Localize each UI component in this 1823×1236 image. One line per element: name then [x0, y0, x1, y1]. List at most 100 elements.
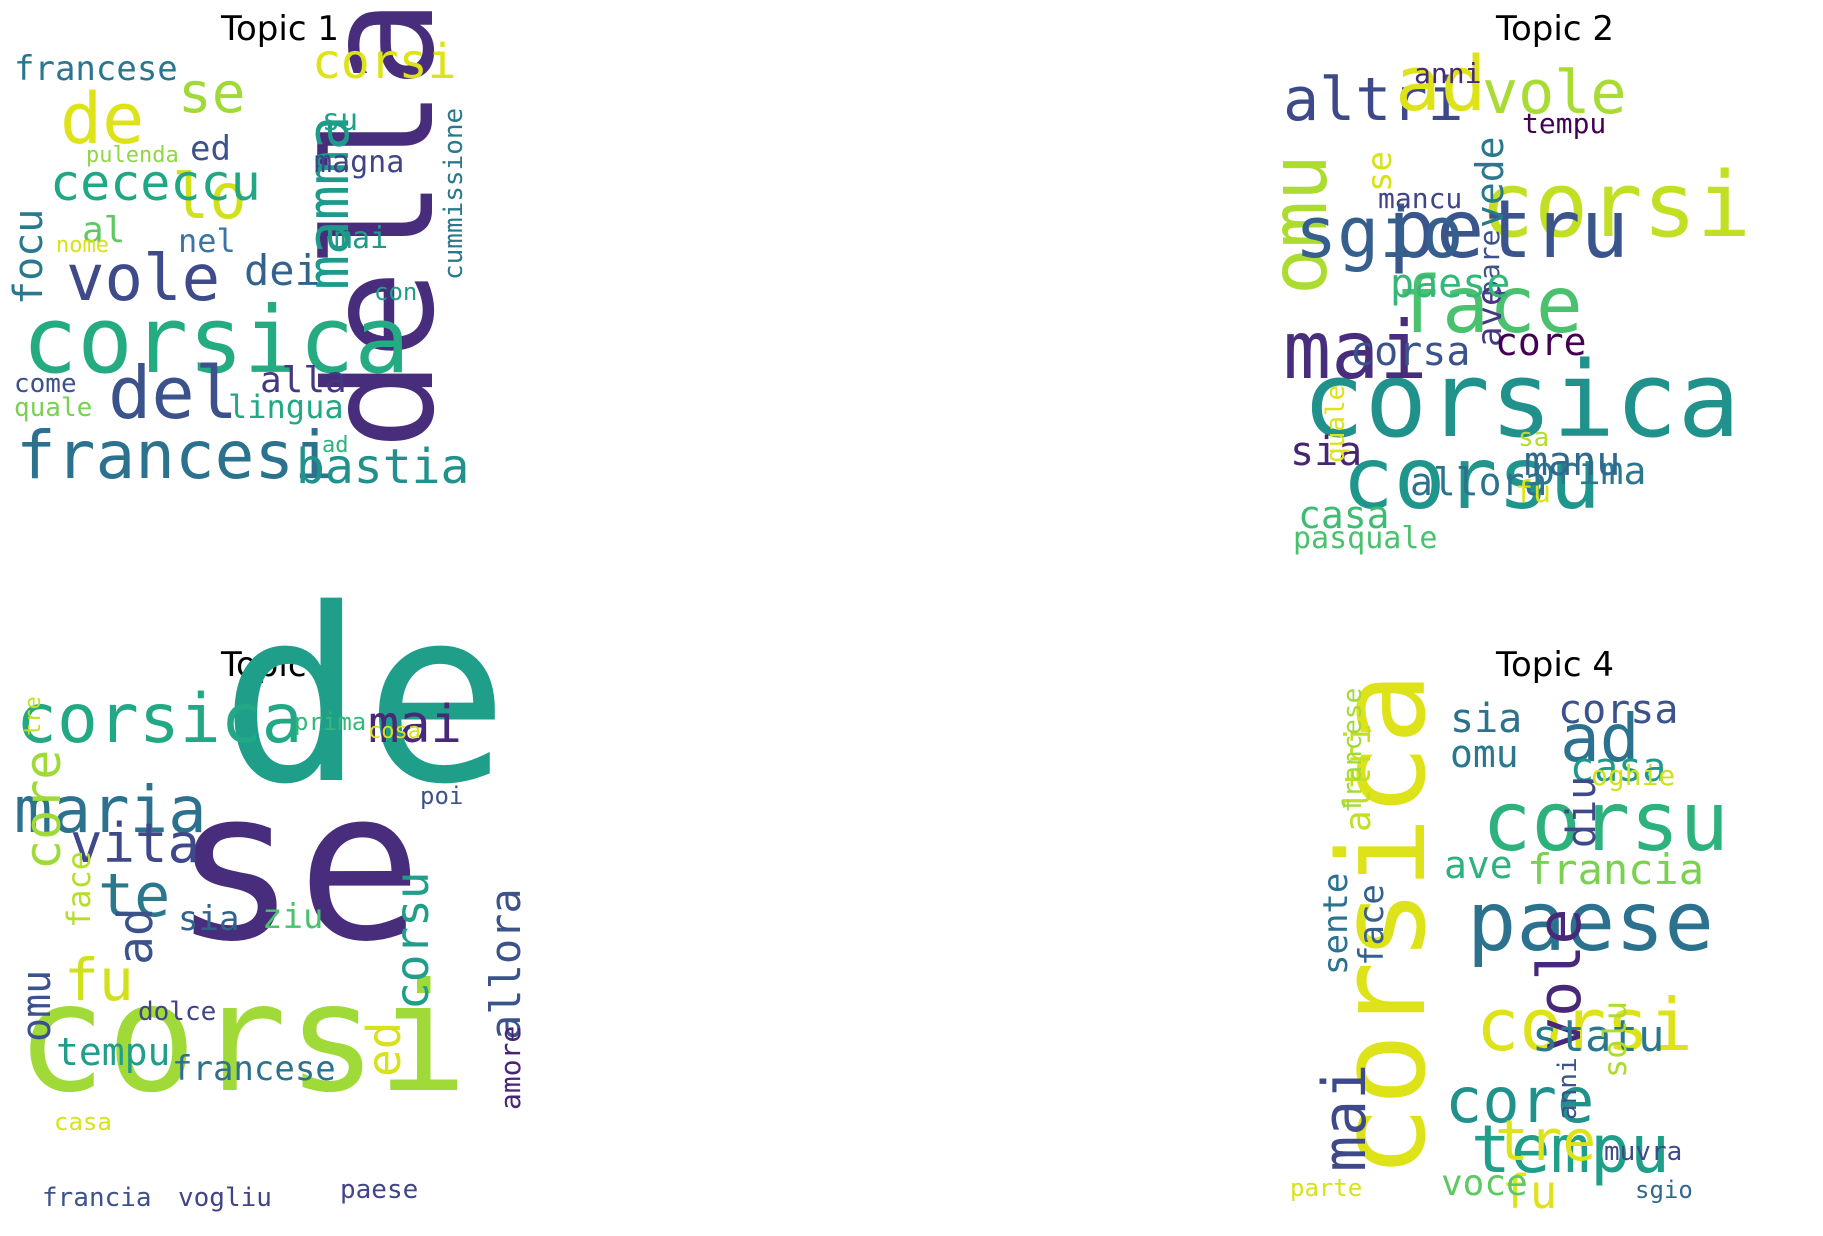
wordcloud-word: sia: [1450, 696, 1522, 742]
wordcloud-word: tre: [1495, 1109, 1596, 1174]
wordcloud-word: omu: [14, 970, 60, 1042]
wordcloud-word: come: [14, 369, 77, 399]
wordcloud-word: ad: [322, 433, 349, 458]
wordcloud-word: corsica: [22, 287, 410, 394]
wordcloud-word: core: [14, 750, 72, 870]
wordcloud-word: vole: [1482, 58, 1627, 128]
wordcloud-word: ed: [357, 1022, 411, 1077]
wordcloud-word: altri: [1283, 65, 1464, 135]
wordcloud-word: cececcu: [50, 154, 261, 212]
wordcloud-word: casa: [1570, 745, 1666, 791]
wordcloud-word: ave: [1444, 843, 1513, 887]
wordcloud-word: francia: [42, 1183, 152, 1213]
wordcloud-word: corsu: [385, 872, 439, 1010]
wordcloud-word: omu: [1255, 154, 1345, 295]
wordcloud-word: vole: [66, 242, 220, 316]
wordcloud-word: paese: [340, 1175, 418, 1205]
wordcloud-panel-topic-3: Topic 3 de se corsi corsica maria mai vita te ad…: [0, 557, 560, 1225]
wordcloud-word: bastia: [296, 439, 469, 495]
wordcloud-word: maria: [14, 774, 207, 848]
wordcloud-word: ave: [1470, 286, 1510, 347]
wordcloud-word: tempu: [1471, 1111, 1670, 1188]
wordcloud-word: petru: [1388, 183, 1629, 276]
wordcloud-word: dei: [244, 246, 320, 295]
wordcloud-word: ed: [190, 129, 231, 169]
wordcloud-word: face: [1395, 261, 1583, 351]
wordcloud-word: allora: [481, 888, 530, 1040]
wordcloud-word: casa: [54, 1108, 112, 1136]
wordcloud-word: cummissione: [439, 108, 469, 280]
wordcloud-word: paese: [1390, 261, 1510, 307]
wordcloud-word: vogliu: [178, 1183, 272, 1213]
wordcloud-panel-topic-2: Topic 2 corsica corsu corsi petru face mai omu…: [1255, 0, 1823, 600]
wordcloud-word: mamma: [294, 115, 362, 290]
wordcloud-word: del: [108, 351, 238, 435]
wordcloud-word: face: [1352, 884, 1392, 966]
wordcloud-word: fu: [1502, 1165, 1557, 1219]
wordcloud-word: diu: [1559, 776, 1605, 848]
wordcloud-word: sgio: [1295, 192, 1464, 274]
wordcloud-word: ad: [108, 907, 164, 965]
wordcloud-word: ziu: [262, 897, 323, 937]
wordcloud-word: omu: [1450, 732, 1519, 776]
wordcloud-word: corsu: [1342, 429, 1601, 529]
wordcloud-word: voce: [1441, 1163, 1528, 1204]
wordcloud-word: pare: [1473, 230, 1506, 297]
wordcloud-word: anni: [1414, 57, 1481, 90]
wordcloud-word: corsica: [1302, 339, 1740, 461]
wordcloud-word: mancu: [1378, 182, 1462, 215]
wordcloud-word: magna: [314, 145, 404, 180]
wordcloud-word: vede: [1468, 136, 1512, 228]
wordcloud-word: vole: [1525, 909, 1595, 1054]
wordcloud-word: cosa: [368, 719, 421, 744]
wordcloud-word: prima: [1532, 449, 1646, 493]
wordcloud-word: pulenda: [86, 143, 179, 168]
wordcloud-panel-topic-1: Topic 1 della corsica francesi del vole basti…: [0, 0, 560, 600]
wordcloud-word: corsa: [1558, 687, 1678, 733]
wordcloud-word: francese: [14, 49, 178, 89]
wordcloud-word: corsu: [1482, 775, 1729, 870]
wordcloud-word: se: [172, 746, 422, 988]
wordcloud-word: corsa: [1350, 329, 1470, 375]
wordcloud-word: mai: [334, 221, 388, 256]
panel-title: Topic 4: [1496, 645, 1614, 685]
wordcloud-panel-topic-4: Topic 4 corsica corsu paese corsi core tempu m…: [1275, 636, 1823, 1225]
wordcloud-word: dolce: [138, 997, 216, 1027]
wordcloud-word: anni: [1553, 1057, 1583, 1120]
wordcloud-word: della: [294, 0, 468, 450]
wordcloud-word: quale: [14, 393, 92, 423]
wordcloud-word: te: [98, 861, 170, 931]
wordcloud-word: pasquale: [1293, 521, 1438, 556]
wordcloud-word: face: [60, 851, 98, 928]
wordcloud-word: alla: [260, 360, 347, 401]
wordcloud-word: se: [1360, 151, 1400, 192]
wordcloud-word: oghie: [1591, 759, 1675, 792]
wordcloud-word: mai: [1310, 1064, 1380, 1172]
wordcloud-word: se: [178, 61, 245, 126]
wordcloud-word: core: [1445, 1064, 1594, 1137]
wordcloud-word: poi: [420, 782, 463, 810]
wordcloud-word: tre: [21, 696, 46, 736]
wordcloud-word: ad: [1395, 39, 1487, 128]
wordcloud-word: statu: [1532, 1011, 1664, 1062]
wordcloud-word: corsi: [1480, 153, 1751, 258]
wordcloud-word: su: [322, 103, 358, 138]
wordcloud-word: corsica: [1314, 672, 1453, 1178]
wordcloud-word: allora: [1410, 460, 1547, 504]
wordcloud-word: casa: [1298, 493, 1390, 537]
wordcloud-word: solu: [1596, 1001, 1634, 1078]
wordcloud-word: manu: [1524, 439, 1620, 485]
wordcloud-word: sia: [1290, 429, 1362, 475]
wordcloud-word: ad: [1560, 700, 1639, 777]
wordcloud-word: francese: [172, 1049, 336, 1089]
panel-title: Topic 1: [221, 9, 339, 49]
wordcloud-word: corsi: [312, 34, 457, 90]
wordcloud-word: vita: [70, 812, 200, 875]
wordcloud-word: lo: [172, 160, 247, 233]
wordcloud-word: al: [82, 210, 125, 251]
wordcloud-word: paese: [1467, 875, 1714, 970]
panel-title: Topic 2: [1496, 9, 1614, 49]
wordcloud-word: francesi: [16, 417, 334, 494]
wordcloud-word: de: [220, 557, 509, 837]
